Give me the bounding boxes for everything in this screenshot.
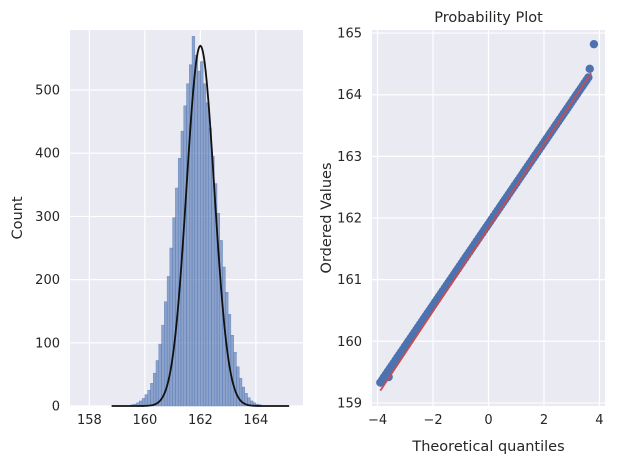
histogram-bar xyxy=(153,372,157,407)
histogram-bar xyxy=(144,394,148,407)
probability-x-tick-label: −4 xyxy=(368,413,387,428)
histogram-bar xyxy=(236,366,240,407)
probability-y-tick-label: 162 xyxy=(337,212,362,227)
probability-x-axis-label: Theoretical quantiles xyxy=(411,439,564,455)
histogram-y-tick-label: 400 xyxy=(35,147,60,162)
histogram-bar xyxy=(194,55,198,407)
probability-y-tick-label: 160 xyxy=(337,335,362,350)
histogram-x-tick-label: 158 xyxy=(77,413,102,428)
histogram-x-tick-label: 160 xyxy=(132,413,157,428)
probability-x-tick-label: 2 xyxy=(540,413,548,428)
histogram-axes: 158 160 162 164 0 100 200 300 400 500 Count xyxy=(10,30,303,428)
histogram-bar xyxy=(197,70,201,407)
histogram-bar xyxy=(155,360,159,407)
histogram-bar xyxy=(205,102,209,407)
probability-x-tick-label: −2 xyxy=(423,413,442,428)
histogram-y-tick-label: 0 xyxy=(52,400,60,415)
histogram-x-tick-label: 162 xyxy=(188,413,213,428)
kde-curve xyxy=(111,44,290,407)
histogram-bar xyxy=(150,383,154,407)
probability-x-tick-label: 0 xyxy=(484,413,492,428)
probability-point xyxy=(589,39,599,49)
histogram-x-tick-label: 164 xyxy=(243,413,268,428)
probability-y-tick-label: 159 xyxy=(337,396,362,411)
histogram-bar xyxy=(158,343,162,407)
histogram-y-tick-label: 500 xyxy=(35,84,60,99)
histogram-bar xyxy=(230,335,234,407)
histogram-y-tick-label: 100 xyxy=(35,336,60,351)
histogram-bar xyxy=(141,398,146,407)
histogram-x-ticks: 158 160 162 164 xyxy=(77,413,268,428)
probability-y-tick-label: 161 xyxy=(337,273,362,288)
probability-y-tick-label: 163 xyxy=(337,150,362,165)
histogram-bar xyxy=(172,217,176,407)
probability-x-tick-label: 4 xyxy=(595,413,603,428)
histogram-y-tick-label: 200 xyxy=(35,273,60,288)
histogram-y-axis-label: Count xyxy=(10,196,26,239)
histogram-bar xyxy=(183,105,187,407)
histogram-bar xyxy=(186,83,190,407)
histogram-bar xyxy=(200,61,204,407)
histogram-y-tick-label: 300 xyxy=(35,210,60,225)
histogram-bar xyxy=(147,390,151,407)
histogram-bar xyxy=(208,127,212,407)
probability-plot-axes: −4 −2 0 2 4 159 160 161 162 163 164 165 Probabilit… xyxy=(319,10,605,455)
probability-y-axis-label: Ordered Values xyxy=(319,163,335,274)
probability-y-tick-label: 164 xyxy=(337,88,362,103)
histogram-bar xyxy=(202,83,207,407)
histogram-bar xyxy=(175,187,179,407)
fit-line xyxy=(379,72,592,392)
probability-point xyxy=(585,64,594,74)
histogram-bar xyxy=(233,352,237,407)
probability-plot-title: Probability Plot xyxy=(434,10,543,26)
probability-y-tick-label: 165 xyxy=(337,27,362,42)
histogram-bars xyxy=(130,36,262,407)
histogram-y-ticks: 0 100 200 300 400 500 xyxy=(35,84,60,415)
probability-x-ticks: −4 −2 0 2 4 xyxy=(368,413,604,428)
probability-y-ticks: 159 160 161 162 163 164 165 xyxy=(337,27,362,412)
histogram-bar xyxy=(169,247,173,407)
